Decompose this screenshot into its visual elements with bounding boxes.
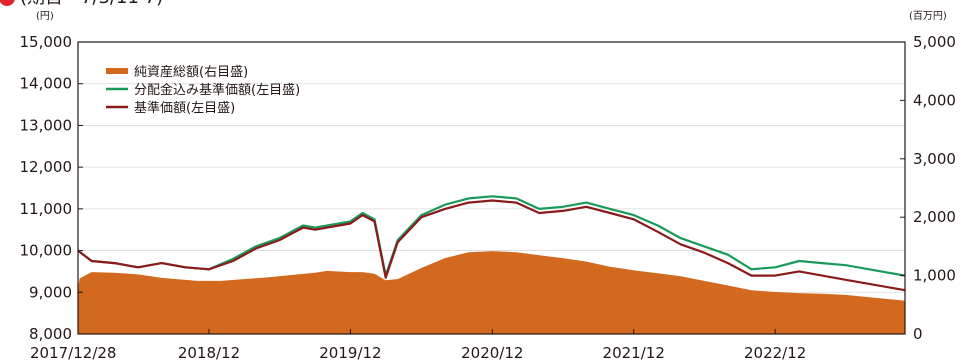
x-axis-ticks: 2017/12/28 2018/12 2019/12 2020/12 2021/12 20…	[30, 329, 806, 362]
x-tick-label: 2020/12	[461, 344, 523, 362]
nav-series-line	[77, 199, 906, 292]
left-tick-label: 12,000	[20, 158, 73, 176]
right-tick-label: 2,000	[913, 208, 956, 226]
net-assets-series	[78, 251, 905, 334]
x-tick-label: 2022/12	[744, 344, 806, 362]
right-axis-unit: (百万円)	[909, 10, 947, 22]
legend-label: 基準価額(左目盛)	[134, 100, 235, 116]
net-assets-area	[78, 251, 905, 334]
left-tick-label: 10,000	[20, 242, 73, 260]
chart-header: (期首〜7/3/11 7)	[0, 0, 163, 8]
right-tick-label: 4,000	[913, 91, 956, 109]
right-tick-label: 0	[913, 325, 923, 343]
right-tick-label: 3,000	[913, 150, 956, 168]
legend: 純資産総額(右目盛) 分配金込み基準価額(左目盛) 基準価額(左目盛)	[106, 64, 300, 116]
left-tick-label: 11,000	[20, 200, 73, 218]
x-tick-label: 2021/12	[603, 344, 665, 362]
legend-label: 分配金込み基準価額(左目盛)	[134, 82, 300, 98]
nav-series-line	[77, 195, 906, 277]
right-tick-label: 5,000	[913, 33, 956, 51]
legend-swatch	[106, 68, 128, 74]
left-tick-label: 9,000	[29, 283, 72, 301]
legend-label: 純資産総額(右目盛)	[134, 64, 248, 80]
left-tick-label: 8,000	[29, 325, 72, 343]
left-axis-ticks: 8,000 9,000 10,000 11,000 12,000 13,000 14,000…	[20, 33, 83, 343]
left-tick-label: 15,000	[20, 33, 73, 51]
header-title: (期首〜7/3/11 7)	[20, 0, 163, 8]
header-bullet-icon	[0, 0, 15, 6]
left-axis-unit: (円)	[36, 11, 54, 22]
left-tick-label: 13,000	[20, 116, 73, 134]
plot-frame	[77, 41, 906, 335]
x-tick-label: 2019/12	[319, 344, 381, 362]
right-tick-label: 1,000	[913, 267, 956, 285]
x-tick-label: 2018/12	[178, 344, 240, 362]
x-tick-label: 2017/12/28	[30, 344, 116, 362]
nav-lines	[77, 195, 906, 292]
left-tick-label: 14,000	[20, 75, 73, 93]
right-axis-ticks: 0 1,000 2,000 3,000 4,000 5,000	[900, 33, 956, 343]
